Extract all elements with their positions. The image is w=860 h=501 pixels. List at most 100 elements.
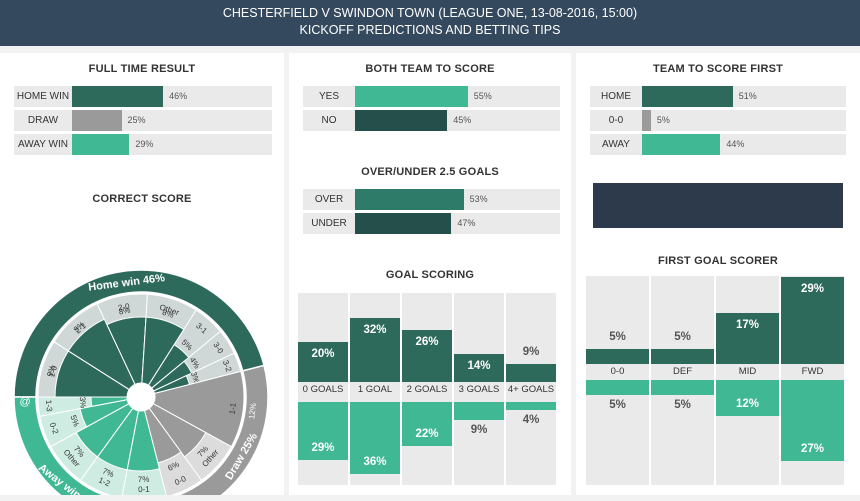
page-header: CHESTERFIELD V SWINDON TOWN (LEAGUE ONE,… bbox=[0, 0, 860, 46]
bar-row: DRAW 25% bbox=[14, 110, 272, 131]
home-value: 9% bbox=[522, 346, 540, 358]
btts-title: BOTH TEAM TO SCORE bbox=[365, 63, 495, 75]
bar-value: 29% bbox=[135, 139, 154, 149]
bar-row: HOME 51% bbox=[590, 86, 846, 107]
away-value: 5% bbox=[674, 399, 691, 411]
away-value: 27% bbox=[800, 443, 825, 455]
bar-row: OVER 53% bbox=[303, 189, 560, 210]
bar-fill bbox=[355, 110, 448, 131]
away-value: 9% bbox=[470, 424, 488, 436]
bar-label: HOME bbox=[601, 91, 631, 102]
bar-row: AWAY WIN 29% bbox=[14, 134, 272, 155]
away-value: 5% bbox=[609, 399, 626, 411]
away-bar bbox=[506, 402, 556, 410]
bar-label: 0-0 bbox=[608, 115, 624, 126]
bar-fill bbox=[355, 86, 468, 107]
score-label: 1-1 bbox=[228, 402, 238, 415]
category-label: DEF bbox=[673, 366, 692, 377]
category-label: MID bbox=[738, 366, 757, 377]
column: 29% 27% FWD bbox=[781, 276, 844, 485]
score-value: 6% bbox=[166, 460, 180, 473]
bar-label: UNDER bbox=[311, 218, 347, 229]
navy-banner bbox=[593, 183, 843, 228]
category-label: 2 GOALS bbox=[406, 384, 448, 395]
column: 14% 9% 3 GOALS bbox=[454, 293, 504, 485]
away-bar bbox=[781, 380, 844, 461]
bar-fill bbox=[72, 110, 122, 131]
away-bar bbox=[716, 380, 779, 416]
away-bar bbox=[402, 402, 452, 446]
bar-row: UNDER 47% bbox=[303, 213, 560, 234]
column: 5% 5% DEF bbox=[651, 276, 714, 485]
column: 26% 22% 2 GOALS bbox=[402, 293, 452, 485]
away-bar bbox=[298, 402, 348, 460]
away-value: 36% bbox=[363, 456, 387, 468]
home-value: 20% bbox=[311, 348, 335, 360]
home-bar bbox=[651, 349, 714, 364]
score-label: 2-0 bbox=[117, 302, 131, 313]
away-value: 29% bbox=[311, 442, 335, 454]
bar-label: HOME WIN bbox=[16, 91, 70, 102]
score-value: 12% bbox=[247, 403, 258, 420]
first-goal-scorer-title: FIRST GOAL SCORER bbox=[658, 255, 778, 267]
away-bar bbox=[454, 402, 504, 420]
over-under-title: OVER/UNDER 2.5 GOALS bbox=[361, 166, 499, 178]
bar-row: HOME WIN 46% bbox=[14, 86, 272, 107]
score-value: 5% bbox=[68, 414, 80, 428]
home-value: 26% bbox=[415, 336, 439, 348]
outer-ring-segment bbox=[176, 364, 269, 495]
bar-row: 0-0 5% bbox=[590, 110, 846, 131]
home-value: 32% bbox=[363, 324, 387, 336]
category-label: 3 GOALS bbox=[458, 384, 500, 395]
bar-fill bbox=[642, 110, 651, 131]
away-value: 4% bbox=[522, 414, 540, 426]
bar-label: OVER bbox=[314, 194, 344, 205]
home-bar bbox=[781, 277, 844, 364]
bar-value: 44% bbox=[726, 139, 745, 149]
score-label: 0-1 bbox=[138, 485, 150, 494]
match-title: CHESTERFIELD V SWINDON TOWN (LEAGUE ONE,… bbox=[222, 6, 638, 20]
category-label: 4+ GOALS bbox=[507, 384, 555, 395]
home-value: 5% bbox=[674, 331, 691, 343]
middle-panel: BOTH TEAM TO SCORE YES 55% NO 45% OVER/UNDE… bbox=[289, 53, 571, 495]
bar-label: AWAY WIN bbox=[18, 139, 68, 150]
home-bar bbox=[506, 364, 556, 382]
away-bar bbox=[651, 380, 714, 395]
bar-value: 53% bbox=[469, 194, 488, 204]
score-value: 3% bbox=[189, 371, 201, 385]
bar-row: YES 55% bbox=[303, 86, 560, 107]
bar-row: AWAY 44% bbox=[590, 134, 846, 155]
goal-scoring-title: GOAL SCORING bbox=[385, 269, 475, 281]
bar-value: 25% bbox=[127, 115, 146, 125]
category-label: 1 GOAL bbox=[357, 384, 393, 395]
home-bar bbox=[454, 354, 504, 382]
bar-fill bbox=[355, 189, 464, 210]
bar-label: NO bbox=[321, 115, 337, 126]
legend-mark: @ bbox=[19, 396, 30, 408]
away-bar bbox=[586, 380, 649, 395]
home-bar bbox=[350, 318, 400, 382]
score-value: 9% bbox=[45, 364, 57, 378]
bar-fill bbox=[642, 86, 733, 107]
score-value: 7% bbox=[138, 475, 150, 484]
score-label: 1-2 bbox=[97, 475, 112, 488]
bar-value: 45% bbox=[453, 115, 472, 125]
home-bar bbox=[716, 313, 779, 364]
bar-fill bbox=[642, 134, 721, 155]
home-bar bbox=[402, 330, 452, 382]
category-label: FWD bbox=[801, 366, 824, 377]
score-first-title: TEAM TO SCORE FIRST bbox=[652, 63, 784, 75]
center-hole bbox=[127, 383, 155, 411]
column: 17% 12% MID bbox=[716, 276, 779, 485]
home-value: 5% bbox=[609, 331, 626, 343]
column: 20% 29% 0 GOALS bbox=[298, 293, 348, 485]
away-value: 22% bbox=[415, 428, 439, 440]
score-label: 1-3 bbox=[44, 400, 54, 413]
outer-ring-segment bbox=[13, 396, 106, 495]
bar-fill bbox=[72, 134, 130, 155]
score-value: 3% bbox=[78, 396, 88, 408]
full-time-result-title: FULL TIME RESULT bbox=[88, 63, 196, 75]
correct-score-sunburst: Home win 46%Draw 25%Away win 29%1-09%2-1… bbox=[13, 269, 269, 495]
home-bar bbox=[586, 349, 649, 364]
bar-value: 46% bbox=[169, 91, 188, 101]
